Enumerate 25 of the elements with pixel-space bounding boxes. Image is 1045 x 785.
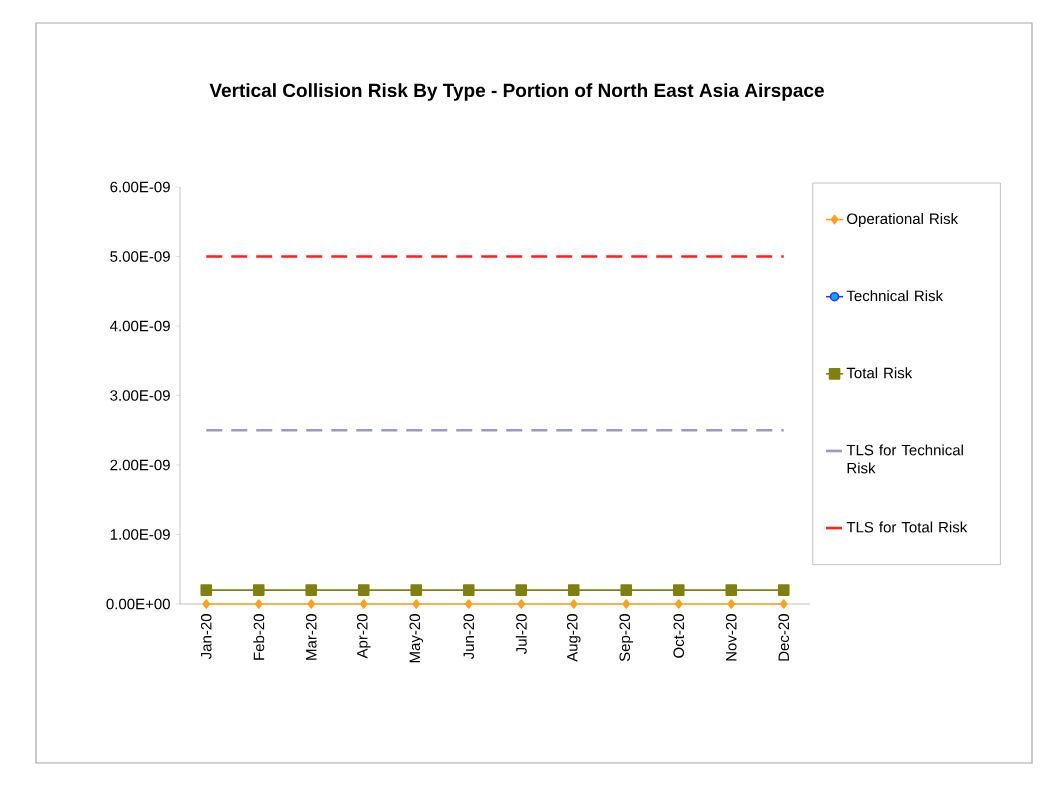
x-tick-label: May-20 <box>409 614 424 663</box>
x-tick-label: Feb-20 <box>253 614 265 660</box>
y-tick-label: 2.00E-09 <box>110 459 170 471</box>
y-tick-label: 1.00E-09 <box>110 529 170 540</box>
x-tick-label: Dec-20 <box>778 614 790 661</box>
x-tick-label: Sep-20 <box>619 614 634 662</box>
x-tick-label: Mar-20 <box>305 614 317 660</box>
x-tick-label: Jun-20 <box>463 614 475 660</box>
x-tick-label: Jul-20 <box>515 614 527 655</box>
x-tick-label: Nov-20 <box>725 614 737 661</box>
legend-label: TLS for Total Risk <box>846 521 968 533</box>
x-tick-label: Jan-20 <box>200 614 212 660</box>
chart-title: Vertical Collision Risk By Type - Portion of North East Asia Airspace <box>209 83 824 101</box>
x-tick-label: Oct-20 <box>673 614 685 658</box>
legend-label: Operational Risk <box>847 213 959 228</box>
y-tick-label: 3.00E-09 <box>110 390 170 401</box>
y-tick-label: 0.00E+00 <box>106 598 170 610</box>
legend-label: Technical Risk <box>846 290 944 302</box>
legend-label: TLS for Technical Risk <box>846 444 963 474</box>
y-tick-label: 5.00E-09 <box>110 251 170 262</box>
x-tick-label: Apr-20 <box>356 614 371 659</box>
x-tick-label: Aug-20 <box>566 614 581 662</box>
y-tick-label: 4.00E-09 <box>110 320 170 332</box>
y-tick-label: 6.00E-09 <box>110 181 170 193</box>
legend-label: Total Risk <box>846 367 913 379</box>
